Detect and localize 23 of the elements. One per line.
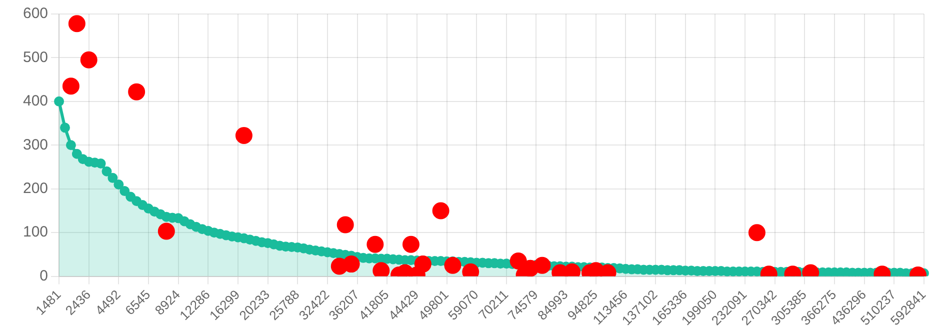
y-tick-label: 600 (22, 5, 48, 22)
point (444, 256, 462, 274)
point (68, 15, 86, 32)
point (366, 236, 384, 253)
point (414, 256, 432, 273)
y-tick-label: 100 (22, 224, 48, 241)
point (235, 127, 252, 144)
point (80, 51, 98, 68)
point (534, 256, 551, 274)
y-tick-label: 500 (22, 48, 48, 66)
y-tick-label: 200 (22, 180, 48, 198)
point (128, 83, 146, 100)
point (342, 256, 360, 273)
y-tick-label: 0 (40, 267, 48, 284)
point (402, 236, 420, 253)
y-tick-label: 400 (22, 92, 48, 110)
point (432, 202, 450, 220)
point (62, 78, 80, 95)
y-tick-label: 300 (22, 136, 48, 154)
point (158, 222, 175, 240)
point (510, 252, 527, 270)
point (748, 224, 766, 242)
point (336, 216, 354, 234)
